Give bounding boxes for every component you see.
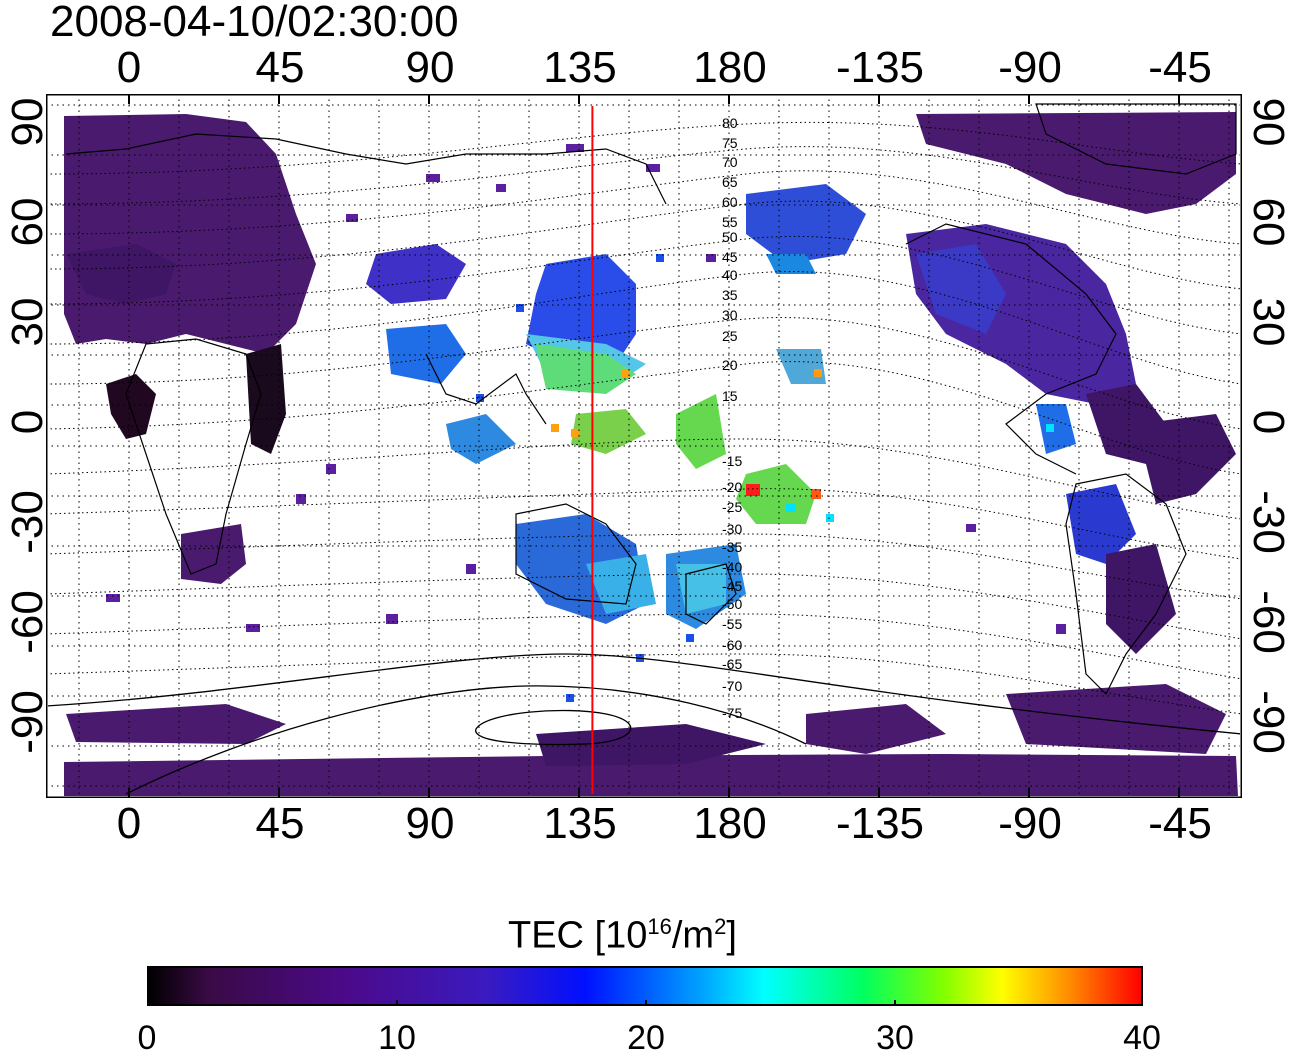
contour-label: 25 xyxy=(722,328,738,344)
bottom-lon-label: 0 xyxy=(116,799,142,848)
colorbar-tick xyxy=(894,1000,896,1006)
right-lat-label: 30 xyxy=(1244,297,1292,347)
bottom-lon-label: 90 xyxy=(405,799,455,848)
colorbar-title: TEC [1016/m2] xyxy=(508,914,737,957)
right-lat-label: -90 xyxy=(1244,690,1292,754)
tec-data-layer xyxy=(64,112,1238,796)
top-lon-label: -135 xyxy=(835,43,925,92)
left-lat-label: -30 xyxy=(3,490,52,554)
bottom-lon-label: -45 xyxy=(1148,799,1212,848)
contour-label: -30 xyxy=(722,521,742,537)
contour-label: -65 xyxy=(722,656,742,672)
bottom-lon-label: -135 xyxy=(835,799,925,848)
top-lon-label: -45 xyxy=(1148,43,1212,92)
contour-label: 40 xyxy=(722,267,738,283)
contour-label: -70 xyxy=(722,678,742,694)
contour-label: -45 xyxy=(722,578,742,594)
right-lat-label: 60 xyxy=(1244,197,1292,247)
polar-contours xyxy=(48,653,1240,795)
bottom-lon-label: 45 xyxy=(255,799,305,848)
right-lat-label: -30 xyxy=(1244,490,1292,554)
graticule xyxy=(48,96,1240,796)
bottom-lon-label: 135 xyxy=(543,799,617,848)
contour-label: -55 xyxy=(722,616,742,632)
colorbar-tick-label: 0 xyxy=(137,1019,157,1057)
contour-label: -50 xyxy=(722,596,742,612)
top-lon-label: 135 xyxy=(543,43,617,92)
left-lat-label: -90 xyxy=(3,690,52,754)
dip-contours xyxy=(48,121,1240,715)
contour-label: 65 xyxy=(722,174,738,190)
contour-label: 60 xyxy=(722,194,738,210)
contour-label: 30 xyxy=(722,307,738,323)
top-lon-label: 45 xyxy=(255,43,305,92)
left-lat-label: -60 xyxy=(3,590,52,654)
left-lat-label: 30 xyxy=(3,297,52,347)
contour-label: 45 xyxy=(722,249,738,265)
colorbar-tick-label: 40 xyxy=(1123,1019,1161,1057)
contour-label: 70 xyxy=(722,154,738,170)
axis-ticks xyxy=(128,94,1180,798)
colorbar-tick-label: 20 xyxy=(627,1019,665,1057)
contour-labels: 80 75 70 65 60 55 50 45 40 35 30 25 20 1… xyxy=(722,115,742,721)
contour-label: -60 xyxy=(722,637,742,653)
contour-label: 35 xyxy=(722,287,738,303)
right-lat-label: 90 xyxy=(1244,97,1292,147)
contour-label: 75 xyxy=(722,135,738,151)
bottom-lon-label: -90 xyxy=(998,799,1062,848)
contour-label: 50 xyxy=(722,229,738,245)
contour-label: 80 xyxy=(722,115,738,131)
contour-label: -20 xyxy=(722,479,742,495)
contour-label: 55 xyxy=(722,214,738,230)
contour-label: -40 xyxy=(722,559,742,575)
right-lat-label: -60 xyxy=(1244,590,1292,654)
contour-label: -15 xyxy=(722,453,742,469)
colorbar-tick-label: 30 xyxy=(876,1019,914,1057)
bottom-lon-label: 180 xyxy=(693,799,767,848)
contour-label: -25 xyxy=(722,499,742,515)
top-lon-label: 0 xyxy=(116,43,142,92)
colorbar-tick-label: 10 xyxy=(378,1019,416,1057)
colorbar-tick xyxy=(396,1000,398,1006)
map-timestamp-title: 2008-04-10/02:30:00 xyxy=(50,0,459,46)
colorbar-tick xyxy=(645,1000,647,1006)
right-lat-label: 0 xyxy=(1244,409,1292,435)
contour-label: -75 xyxy=(722,705,742,721)
tec-world-map: 80 75 70 65 60 55 50 45 40 35 30 25 20 1… xyxy=(46,94,1242,798)
left-lat-label: 60 xyxy=(3,197,52,247)
coastlines xyxy=(65,103,1237,696)
left-lat-label: 90 xyxy=(3,97,52,147)
contour-label: 15 xyxy=(722,388,738,404)
top-lon-label: -90 xyxy=(998,43,1062,92)
contour-label: 20 xyxy=(722,357,738,373)
left-lat-label: 0 xyxy=(3,409,52,435)
top-lon-label: 180 xyxy=(693,43,767,92)
contour-label: -35 xyxy=(722,539,742,555)
top-lon-label: 90 xyxy=(405,43,455,92)
tec-colorbar xyxy=(147,966,1143,1006)
